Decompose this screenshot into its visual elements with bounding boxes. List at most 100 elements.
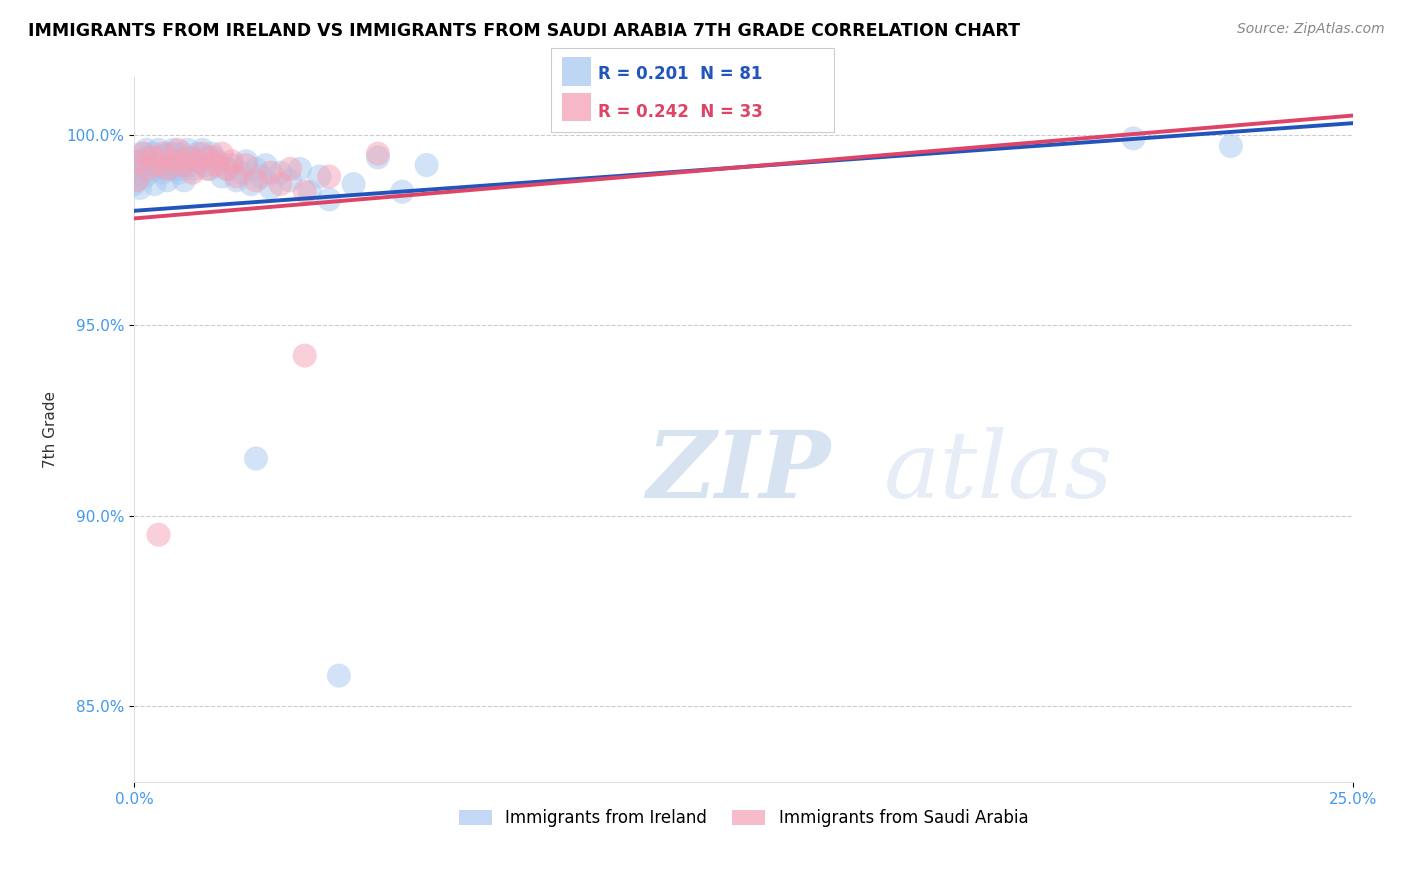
Point	[148, 158, 170, 172]
Point	[165, 158, 187, 172]
Point	[131, 146, 153, 161]
Point	[235, 154, 257, 169]
Point	[415, 158, 437, 172]
Point	[129, 181, 152, 195]
Point	[186, 146, 208, 161]
Point	[141, 161, 163, 176]
Point	[177, 143, 200, 157]
Point	[149, 158, 172, 172]
Point	[162, 143, 184, 157]
Point	[201, 151, 224, 165]
Point	[225, 169, 247, 184]
Point	[157, 161, 180, 176]
Point	[231, 166, 253, 180]
Point	[142, 146, 165, 161]
Point	[245, 161, 267, 176]
Point	[152, 166, 174, 180]
Point	[367, 146, 389, 161]
Point	[169, 161, 191, 176]
Point	[160, 146, 183, 161]
Point	[240, 177, 263, 191]
Text: IMMIGRANTS FROM IRELAND VS IMMIGRANTS FROM SAUDI ARABIA 7TH GRADE CORRELATION CH: IMMIGRANTS FROM IRELAND VS IMMIGRANTS FR…	[28, 22, 1021, 40]
Point	[211, 169, 233, 184]
Point	[181, 151, 204, 165]
Point	[194, 158, 217, 172]
Point	[298, 185, 321, 199]
Point	[125, 173, 148, 187]
Point	[172, 158, 194, 172]
Point	[163, 161, 186, 176]
Point	[269, 166, 291, 180]
Point	[294, 185, 316, 199]
Point	[188, 154, 211, 169]
Point	[198, 161, 221, 176]
Point	[128, 158, 150, 172]
Text: ZIP: ZIP	[645, 427, 830, 517]
Point	[136, 151, 159, 165]
Text: R = 0.242  N = 33: R = 0.242 N = 33	[598, 103, 762, 120]
Point	[235, 158, 257, 172]
Point	[177, 151, 200, 165]
Point	[179, 158, 201, 172]
Text: Source: ZipAtlas.com: Source: ZipAtlas.com	[1237, 22, 1385, 37]
Point	[156, 173, 179, 187]
Point	[138, 161, 160, 176]
Point	[318, 193, 340, 207]
Point	[1219, 139, 1241, 153]
Point	[294, 349, 316, 363]
Text: atlas: atlas	[883, 427, 1114, 517]
Y-axis label: 7th Grade: 7th Grade	[44, 392, 58, 468]
Point	[195, 151, 218, 165]
Point	[122, 177, 145, 191]
Point	[142, 154, 165, 169]
Point	[1122, 131, 1144, 145]
Point	[162, 154, 184, 169]
Point	[245, 173, 267, 187]
Point	[328, 668, 350, 682]
Point	[157, 146, 180, 161]
Point	[132, 146, 155, 161]
Legend: Immigrants from Ireland, Immigrants from Saudi Arabia: Immigrants from Ireland, Immigrants from…	[451, 803, 1035, 834]
Point	[173, 173, 195, 187]
Point	[269, 177, 291, 191]
Point	[170, 154, 193, 169]
Point	[166, 151, 188, 165]
Point	[205, 158, 228, 172]
Point	[245, 451, 267, 466]
Point	[215, 161, 238, 176]
Point	[153, 154, 176, 169]
Point	[145, 154, 167, 169]
Point	[155, 161, 177, 176]
Point	[148, 527, 170, 541]
Point	[157, 158, 180, 172]
Point	[159, 154, 181, 169]
Point	[260, 166, 283, 180]
Point	[146, 161, 169, 176]
Point	[139, 166, 162, 180]
Point	[184, 161, 207, 176]
Text: R = 0.201  N = 81: R = 0.201 N = 81	[598, 65, 762, 83]
Point	[191, 143, 214, 157]
Point	[367, 151, 389, 165]
Point	[205, 154, 228, 169]
Point	[138, 151, 160, 165]
Point	[132, 154, 155, 169]
Point	[174, 154, 197, 169]
Point	[142, 151, 165, 165]
Point	[318, 169, 340, 184]
Point	[186, 154, 208, 169]
Point	[143, 177, 166, 191]
Point	[167, 166, 190, 180]
Point	[127, 166, 149, 180]
Point	[132, 158, 155, 172]
Point	[391, 185, 413, 199]
Point	[215, 161, 238, 176]
Point	[211, 146, 233, 161]
Point	[135, 143, 157, 157]
Point	[308, 169, 330, 184]
Point	[167, 143, 190, 157]
Point	[250, 169, 273, 184]
Point	[191, 146, 214, 161]
Point	[254, 158, 277, 172]
Point	[167, 151, 190, 165]
